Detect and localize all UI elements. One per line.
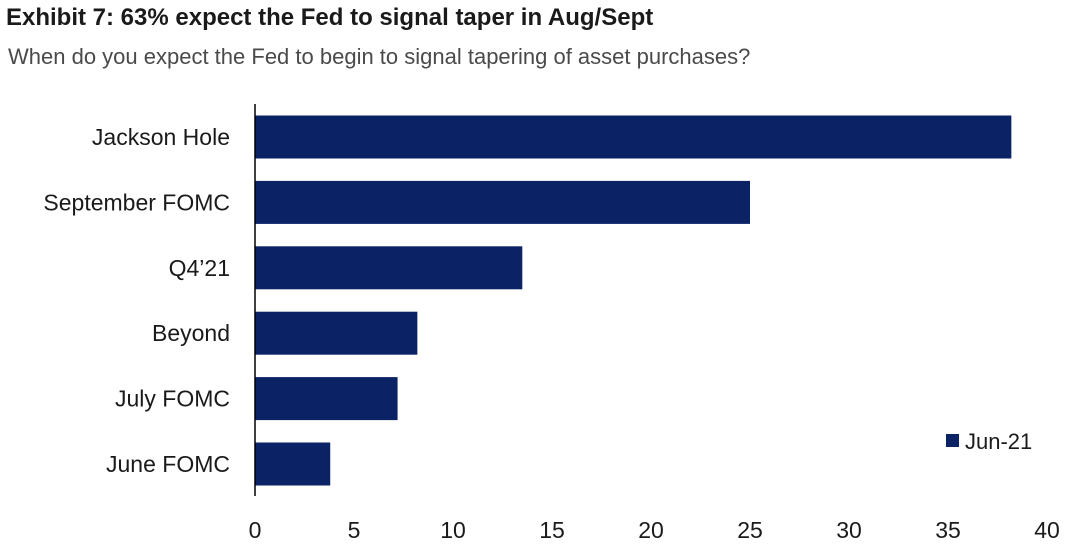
bars-layer [255, 115, 1012, 486]
legend-swatch [946, 434, 959, 447]
category-label: September FOMC [43, 189, 230, 215]
bar-beyond [255, 311, 418, 355]
x-tick-label: 10 [440, 517, 466, 543]
category-label: Jackson Hole [92, 124, 230, 150]
x-tick-label: 5 [348, 517, 361, 543]
bar-q4-21 [255, 246, 523, 290]
chart-title: Exhibit 7: 63% expect the Fed to signal … [6, 4, 654, 31]
x-tick-label: 25 [737, 517, 763, 543]
category-label: Q4’21 [169, 255, 230, 281]
category-label: July FOMC [115, 386, 230, 412]
bar-june-fomc [255, 442, 331, 486]
category-labels: Jackson Hole September FOMC Q4’21 Beyond Jul… [43, 124, 230, 477]
category-label: Beyond [152, 320, 230, 346]
legend: Jun-21 [946, 429, 1032, 454]
x-tick-label: 40 [1034, 517, 1060, 543]
category-label: June FOMC [106, 451, 230, 477]
bar-jackson-hole [255, 115, 1012, 159]
x-tick-label: 30 [836, 517, 862, 543]
chart-subtitle: When do you expect the Fed to begin to s… [8, 44, 751, 69]
legend-label: Jun-21 [965, 429, 1032, 454]
bar-september-fomc [255, 180, 750, 224]
x-tick-label: 35 [935, 517, 961, 543]
bar-july-fomc [255, 377, 398, 421]
x-tick-label: 20 [638, 517, 664, 543]
x-axis-ticks: 0 5 10 15 20 25 30 35 40 [249, 517, 1060, 543]
x-tick-label: 0 [249, 517, 262, 543]
x-tick-label: 15 [539, 517, 565, 543]
